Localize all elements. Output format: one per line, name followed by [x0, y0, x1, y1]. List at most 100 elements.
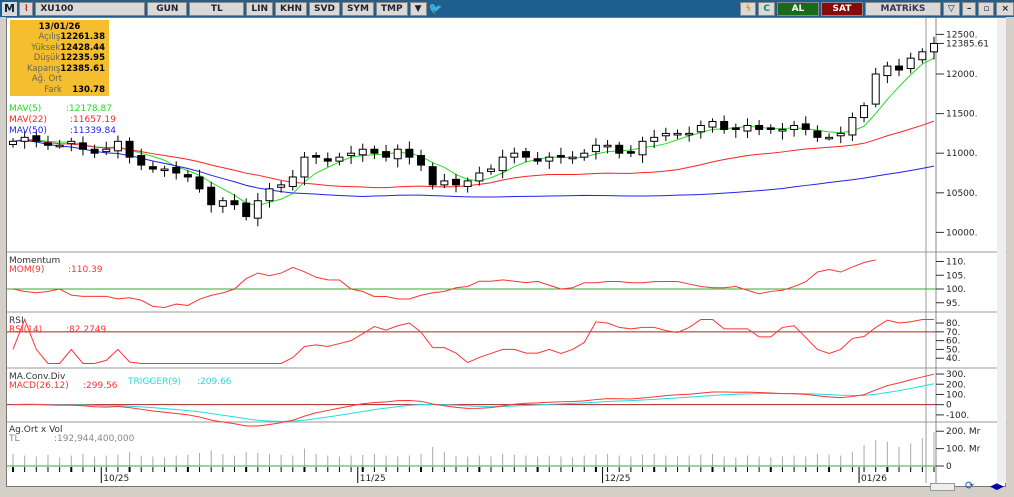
candle-body	[825, 136, 834, 140]
mom-tick-label: 100.	[946, 285, 966, 295]
scroll-arrows-icon[interactable]: ◀▶	[990, 482, 1004, 492]
minimize-icon[interactable]: –	[961, 1, 977, 16]
candle-body	[183, 174, 192, 178]
rsi-title: RSI	[9, 316, 24, 326]
candle-body	[323, 158, 332, 162]
candle-body	[906, 57, 915, 69]
rsi-tick-label: 50.	[946, 345, 960, 355]
candle-body	[556, 155, 565, 158]
mav22-line	[12, 120, 935, 189]
symbol-field[interactable]: XU100	[35, 1, 146, 16]
candle-body	[277, 184, 286, 188]
diff-label: Fark	[44, 84, 62, 95]
mom-line	[12, 259, 876, 309]
mav5-value: :12178.87	[66, 104, 112, 114]
candle-body	[137, 155, 146, 166]
volume-tick-label: 200. Mr	[946, 427, 981, 437]
candle-body	[743, 124, 752, 132]
mom-tick-label: 95.	[946, 299, 960, 309]
mav5-line	[12, 57, 935, 206]
volume-title: Ag.Ort x Vol	[9, 425, 63, 435]
open-value: 12261.38	[60, 32, 105, 42]
candle-body	[405, 148, 414, 158]
lin-button[interactable]: LIN	[246, 1, 273, 16]
candle-body	[160, 168, 169, 172]
toolbar: M ⌇ XU100 GUN TL LIN KHN SVD SYM TMP ▼ 🐦…	[0, 0, 1014, 17]
khn-button[interactable]: KHN	[274, 1, 308, 16]
candle-body	[43, 142, 52, 146]
candle-body	[545, 156, 554, 162]
candle-body	[417, 155, 426, 166]
macd-label: MACD(26.12)	[9, 381, 69, 391]
refresh-c-icon[interactable]: C	[758, 1, 775, 16]
candle-body	[871, 73, 880, 105]
sync-icon[interactable]: ⟳	[965, 479, 975, 492]
candle-body	[521, 151, 530, 158]
currency-button[interactable]: TL	[189, 1, 245, 16]
mom-tick-label: 105.	[946, 271, 966, 281]
rsi-value: :82.2749	[66, 325, 107, 335]
candle-body	[860, 105, 869, 119]
candle-body	[207, 186, 216, 206]
candle-body	[708, 121, 717, 128]
close-label: Kapanış	[26, 63, 61, 74]
candle-body	[813, 130, 822, 138]
candle-body	[382, 151, 391, 158]
candle-body	[78, 142, 87, 150]
candle-body	[312, 155, 321, 158]
price-tick-label: 10000.	[946, 228, 978, 238]
macd-tick-label: 0	[946, 401, 952, 411]
candle-body	[626, 151, 635, 154]
dropdown-icon[interactable]: ▼	[409, 1, 427, 16]
buy-button[interactable]: AL	[776, 1, 819, 16]
period-button[interactable]: GUN	[147, 1, 188, 16]
mav22-label: MAV(22)	[9, 115, 47, 125]
trigger-label: TRIGGER(9)	[128, 377, 182, 387]
twitter-icon[interactable]: 🐦	[428, 2, 443, 15]
chart-type-icon[interactable]: ⌇	[18, 1, 34, 16]
close-icon[interactable]: ×	[996, 1, 1014, 16]
candle-body	[113, 140, 122, 152]
candle-body	[848, 117, 857, 136]
chart-area[interactable]: 12500. 12000. 11500. 11000. 10500. 10000. 1238…	[6, 17, 1007, 488]
last-price-label: 12385.61	[946, 39, 989, 49]
candle-body	[510, 152, 519, 158]
avg-label: Ağ. Ort	[31, 74, 62, 84]
trigger-line	[12, 383, 935, 422]
candle-body	[242, 202, 251, 218]
sym-button[interactable]: SYM	[341, 1, 374, 16]
candle-body	[67, 140, 76, 145]
mav5-label: MAV(5)	[9, 104, 42, 114]
open-label: Açılış	[38, 32, 61, 42]
high-value: 12428.44	[60, 42, 105, 53]
candle-body	[533, 158, 542, 162]
rsi-line	[12, 318, 934, 364]
horizontal-scrollbar[interactable]	[930, 483, 955, 491]
candle-body	[755, 124, 764, 130]
sell-button[interactable]: SAT	[820, 1, 863, 16]
candle-body	[930, 42, 938, 53]
candle-body	[218, 200, 227, 207]
maximize-icon[interactable]: ▫	[978, 1, 995, 16]
low-value: 12235.95	[60, 53, 105, 63]
candle-body	[335, 156, 344, 162]
candle-body	[195, 176, 204, 190]
candle-body	[265, 188, 274, 202]
date-label: 01/26	[861, 474, 887, 484]
flash-icon[interactable]: ϟ	[740, 1, 757, 16]
date-label: 12/25	[605, 474, 631, 484]
mav50-label: MAV(50)	[9, 126, 47, 136]
date-label: 11/25	[360, 474, 386, 484]
chart-svg[interactable]: 12500. 12000. 11500. 11000. 10500. 10000. 1238…	[7, 18, 1007, 488]
tmp-button[interactable]: TMP	[375, 1, 408, 16]
candle-body	[32, 135, 41, 142]
menu-button[interactable]: M	[2, 1, 17, 16]
price-tick-label: 12500.	[946, 30, 978, 40]
volume-tick-label: 100. Mr	[946, 445, 981, 455]
window-menu-icon[interactable]: ▽	[942, 1, 960, 16]
candle-body	[9, 140, 17, 145]
svd-button[interactable]: SVD	[309, 1, 340, 16]
volume-unit: TL	[9, 434, 20, 444]
volume-value: :192,944,400,000	[54, 434, 135, 444]
candle-body	[603, 144, 612, 148]
